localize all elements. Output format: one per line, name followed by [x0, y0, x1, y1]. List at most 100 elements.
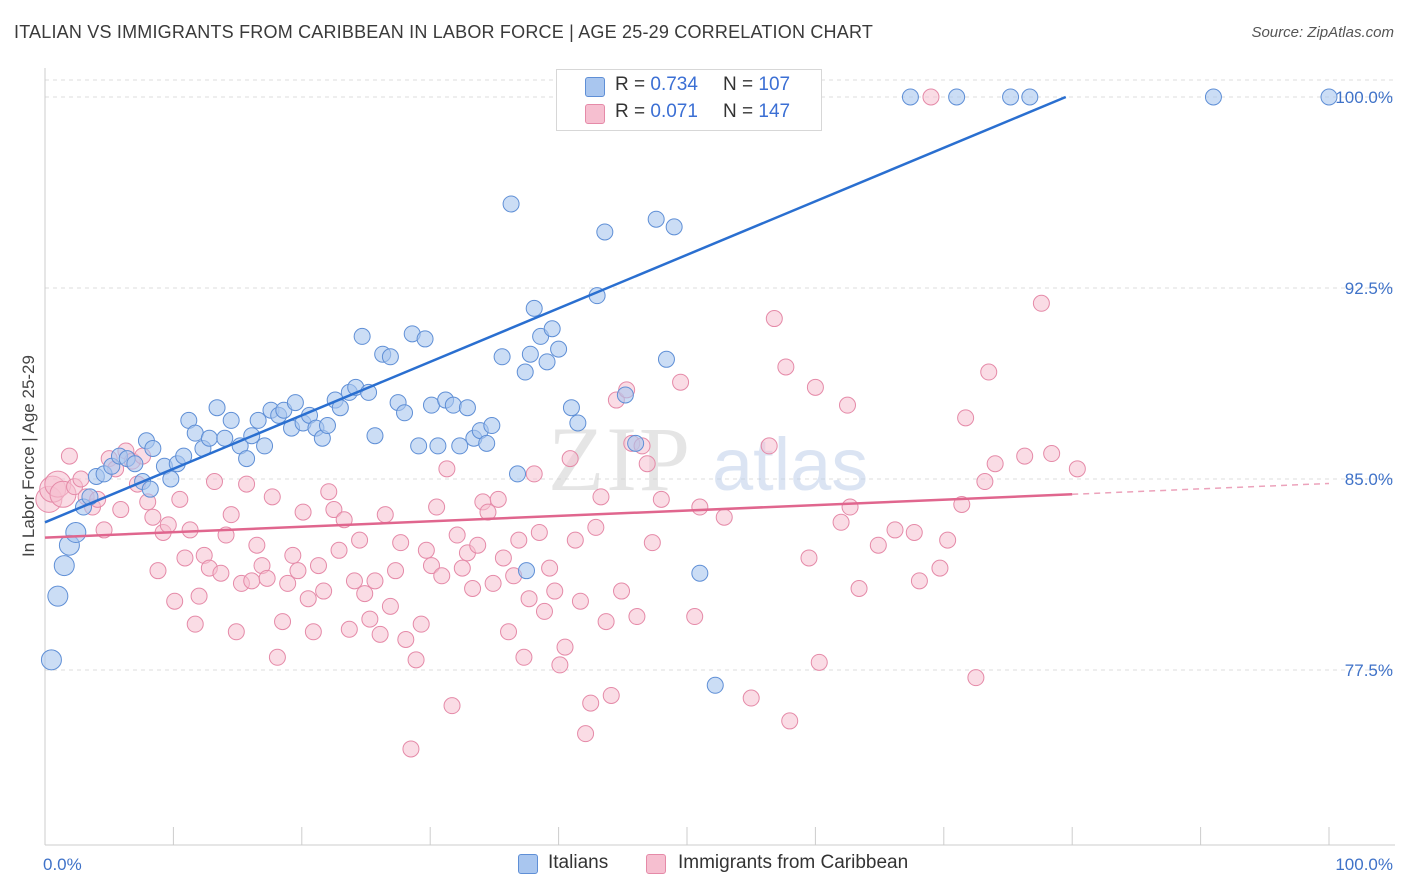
italians-point [493, 348, 511, 366]
caribbean-point [535, 602, 553, 620]
stats-legend: R = 0.734 N = 107 R = 0.071 N = 147 [556, 69, 822, 131]
caribbean-point [530, 523, 548, 541]
caribbean-point [691, 498, 709, 516]
italians-point [543, 320, 561, 338]
caribbean-point [248, 536, 266, 554]
caribbean-point [953, 495, 971, 513]
caribbean-point [345, 572, 363, 590]
caribbean-point [371, 625, 389, 643]
caribbean-trend-extension [1072, 482, 1330, 496]
italians-point [65, 521, 87, 543]
caribbean-point [433, 567, 451, 585]
caribbean-point [112, 501, 130, 519]
caribbean-point [781, 712, 799, 730]
italians-point [186, 424, 204, 442]
caribbean-point [376, 506, 394, 524]
caribbean-point [361, 610, 379, 628]
caribbean-point [438, 460, 456, 478]
caribbean-legend-swatch [646, 854, 666, 874]
caribbean-point [841, 498, 859, 516]
caribbean-legend-label: Immigrants from Caribbean [678, 852, 909, 873]
caribbean-point [850, 580, 868, 598]
caribbean-point [561, 450, 579, 468]
caribbean-point [520, 590, 538, 608]
italians-point [396, 404, 414, 422]
caribbean-point [1043, 445, 1061, 463]
italians-point [451, 437, 469, 455]
italians-point [126, 455, 144, 473]
y-tick-label: 77.5% [1345, 661, 1393, 680]
caribbean-point [980, 363, 998, 381]
caribbean-point [448, 526, 466, 544]
italians-point [538, 353, 556, 371]
caribbean-point [299, 590, 317, 608]
caribbean-point [407, 651, 425, 669]
caribbean-point [742, 689, 760, 707]
caribbean-point [279, 574, 297, 592]
caribbean-point [443, 697, 461, 715]
italians-r-value: 0.734 [650, 74, 698, 95]
italians-point [366, 427, 384, 445]
italians-point [525, 299, 543, 317]
caribbean-point [186, 615, 204, 633]
caribbean-point [149, 562, 167, 580]
italians-trend-line [44, 95, 1067, 524]
caribbean-swatch [585, 104, 605, 124]
caribbean-point [1068, 460, 1086, 478]
chart-title: ITALIAN VS IMMIGRANTS FROM CARIBBEAN IN … [14, 22, 874, 42]
italians-point [901, 88, 919, 106]
italians-point [478, 434, 496, 452]
caribbean-point [597, 613, 615, 631]
caribbean-point [500, 623, 518, 641]
italians-point [706, 676, 724, 694]
caribbean-point [638, 455, 656, 473]
caribbean-point [190, 587, 208, 605]
caribbean-point [417, 541, 435, 559]
italians-point [596, 223, 614, 241]
caribbean-point [176, 549, 194, 567]
italians-point [444, 396, 462, 414]
caribbean-point [806, 378, 824, 396]
caribbean-r-value: 0.071 [650, 101, 698, 122]
caribbean-point [294, 503, 312, 521]
italians-n-label: N = [723, 74, 754, 95]
italians-point [569, 414, 587, 432]
caribbean-point [453, 559, 471, 577]
svg-text:atlas: atlas [712, 423, 868, 506]
caribbean-point [686, 608, 704, 626]
italians-swatch [585, 77, 605, 97]
caribbean-point [304, 623, 322, 641]
caribbean-point [464, 580, 482, 598]
caribbean-point [274, 613, 292, 631]
caribbean-point [387, 562, 405, 580]
caribbean-point [976, 473, 994, 491]
caribbean-point [546, 582, 564, 600]
caribbean-r-label: R = [615, 101, 646, 122]
italians-point [47, 585, 69, 607]
italians-n-value: 107 [758, 74, 791, 95]
caribbean-n-label: N = [723, 101, 754, 122]
caribbean-point [268, 648, 286, 666]
caribbean-point [258, 569, 276, 587]
italians-point [40, 649, 62, 671]
caribbean-point [510, 531, 528, 549]
caribbean-point [243, 572, 261, 590]
italians-point [353, 327, 371, 345]
caribbean-point [967, 669, 985, 687]
caribbean-point [227, 623, 245, 641]
italians-point [483, 417, 501, 435]
caribbean-point [643, 534, 661, 552]
italians-point [1021, 88, 1039, 106]
caribbean-point [181, 521, 199, 539]
caribbean-point [957, 409, 975, 427]
caribbean-point [715, 508, 733, 526]
caribbean-point [284, 546, 302, 564]
italians-point [422, 396, 440, 414]
legend-row-italians: R = 0.734 N = 107 [557, 74, 819, 100]
caribbean-point [60, 447, 78, 465]
italians-point [200, 429, 218, 447]
italians-point [1002, 88, 1020, 106]
caribbean-point [587, 518, 605, 536]
caribbean-points [35, 88, 1086, 758]
